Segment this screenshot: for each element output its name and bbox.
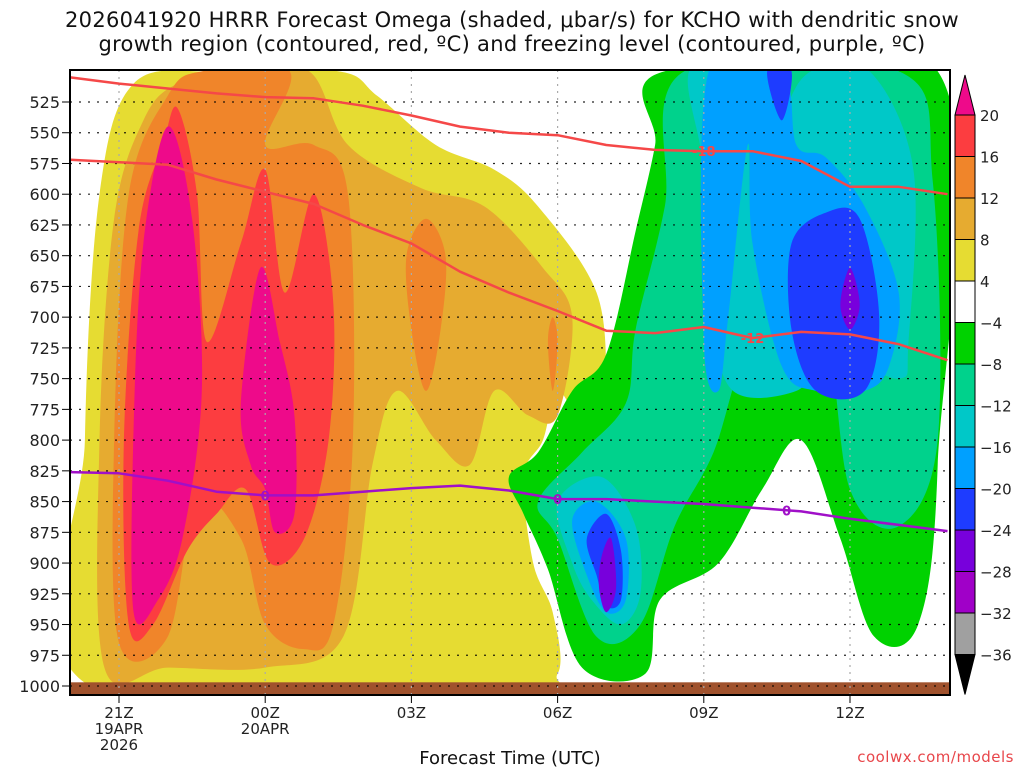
x-axis-title: Forecast Time (UTC) [419, 748, 600, 768]
freezing-level-label: 0 [782, 504, 791, 519]
omega-region-20 [131, 126, 203, 625]
surface-fill [70, 682, 950, 695]
colorbar-label: −8 [980, 356, 1002, 374]
colorbar-label: −12 [980, 398, 1012, 416]
y-tick-label: 950 [29, 616, 60, 635]
colorbar-bin [954, 197, 976, 240]
colorbar-label: −28 [980, 564, 1012, 582]
colorbar: 20 16 12 8 4 −4 −8 −12 −16 −20 −24 −28 −32 −36 [954, 74, 1012, 695]
chart-title-line-1: 2026041920 HRRR Forecast Omega (shaded, … [65, 8, 959, 32]
y-tick-label: 700 [29, 308, 60, 327]
colorbar-bin [954, 571, 976, 614]
colorbar-label: −24 [980, 522, 1012, 540]
omega-region-neg24 [840, 268, 860, 330]
y-tick-label: 575 [29, 154, 60, 173]
colorbar-label: −32 [980, 605, 1012, 623]
credit-text: coolwx.com/models [857, 748, 1014, 766]
freezing-level-label: 0 [261, 489, 270, 504]
plot-frame [69, 69, 951, 696]
colorbar-label: −16 [980, 439, 1012, 457]
dgz-contour-neg12 [70, 158, 948, 362]
y-tick-label: 850 [29, 493, 60, 512]
colorbar-label: 4 [980, 273, 990, 291]
colorbar-max-arrow [954, 74, 976, 116]
y-tick-label: 900 [29, 554, 60, 573]
colorbar-label: −36 [980, 647, 1012, 665]
x-tick-label: 03Z [397, 704, 426, 722]
y-tick-label: 625 [29, 216, 60, 235]
colorbar-bin [954, 363, 976, 406]
x-tick-label: 09Z [689, 704, 718, 722]
x-tick-label: 06Z [543, 704, 572, 722]
y-axis: 525 550 575 600 625 650 675 700 725 750 775 800 825 8… [19, 93, 69, 696]
colorbar-bin [954, 114, 976, 157]
colorbar-label: 8 [980, 232, 990, 250]
colorbar-label: 20 [980, 107, 999, 125]
colorbar-label: −20 [980, 481, 1012, 499]
omega-region-20 [240, 266, 297, 534]
colorbar-bin [954, 239, 976, 282]
x-tick-label: 19APR [95, 720, 144, 738]
x-tick-label: 21Z [104, 704, 133, 722]
omega-region-12 [547, 317, 558, 391]
y-tick-label: 925 [29, 585, 60, 604]
colorbar-bin [954, 405, 976, 448]
y-tick-label: 975 [29, 646, 60, 665]
y-tick-label: 675 [29, 277, 60, 296]
colorbar-bin [954, 280, 976, 323]
x-tick-label: 12Z [835, 704, 864, 722]
colorbar-label: −4 [980, 315, 1002, 333]
y-tick-label: 775 [29, 400, 60, 419]
contour-lines: -18 -12 0 0 0 [70, 76, 948, 533]
y-tick-label: 650 [29, 247, 60, 266]
y-tick-label: 750 [29, 370, 60, 389]
y-tick-label: 875 [29, 523, 60, 542]
chart-title: 2026041920 HRRR Forecast Omega (shaded, … [0, 8, 1024, 56]
dgz-contour-label: -18 [692, 145, 716, 160]
surface-ground [70, 682, 950, 695]
colorbar-bin [954, 529, 976, 572]
dgz-contour-neg18 [70, 76, 948, 196]
y-tick-label: 600 [29, 185, 60, 204]
freezing-level-contour [70, 470, 948, 533]
y-tick-label: 825 [29, 462, 60, 481]
colorbar-bin [954, 488, 976, 531]
y-tick-label: 1000 [19, 677, 60, 696]
chart-title-line-2: growth region (contoured, red, ºC) and f… [98, 32, 926, 56]
colorbar-bin [954, 612, 976, 655]
colorbar-label: 16 [980, 149, 999, 167]
y-tick-label: 525 [29, 93, 60, 112]
freezing-level-label: 0 [553, 493, 562, 508]
y-tick-label: 725 [29, 339, 60, 358]
x-tick-label: 20APR [241, 720, 290, 738]
omega-region-12 [405, 218, 447, 391]
colorbar-bin [954, 156, 976, 199]
colorbar-bin [954, 446, 976, 489]
x-tick-label: 2026 [100, 736, 138, 754]
y-tick-label: 550 [29, 124, 60, 143]
x-tick-label: 00Z [251, 704, 280, 722]
colorbar-min-arrow [954, 654, 976, 695]
y-tick-label: 800 [29, 431, 60, 450]
dgz-contour-label: -12 [741, 332, 765, 347]
colorbar-bin [954, 322, 976, 365]
colorbar-label: 12 [980, 190, 999, 208]
omega-region-neg20 [787, 207, 880, 400]
omega-region-neg20 [767, 70, 792, 121]
